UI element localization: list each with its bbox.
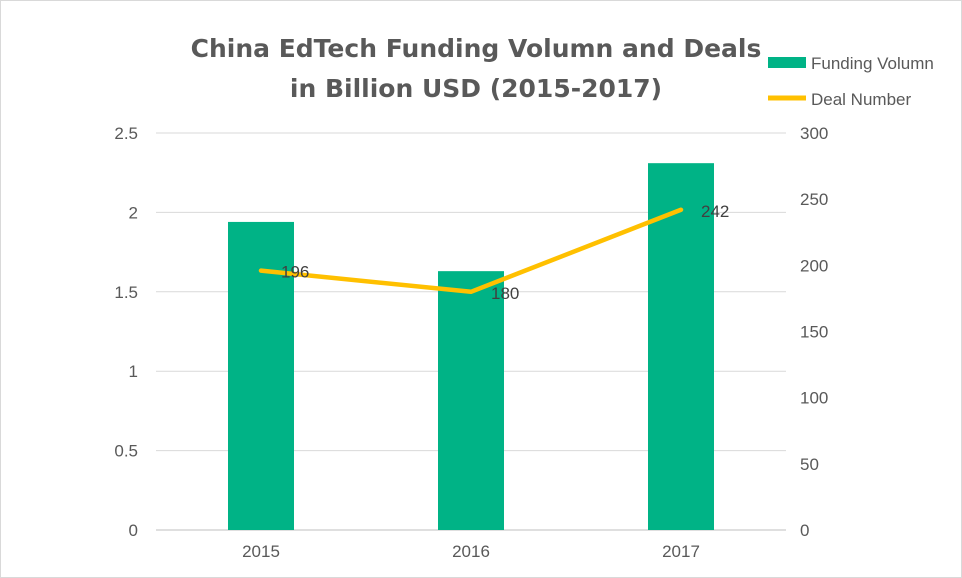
chart-title-line-2: in Billion USD (2015-2017) — [290, 74, 662, 103]
deal-data-label-2016: 180 — [491, 284, 519, 303]
left-axis-tick-label: 1 — [129, 362, 138, 381]
right-axis-tick-label: 250 — [800, 190, 828, 209]
funding-bar-2017 — [648, 163, 714, 530]
right-axis-tick-label: 150 — [800, 323, 828, 342]
deal-number-line — [258, 207, 684, 295]
legend-label-funding: Funding Volumn — [811, 54, 934, 73]
right-axis-tick-label: 0 — [800, 521, 809, 540]
funding-bar-2016 — [438, 271, 504, 530]
legend: Funding Volumn Deal Number — [768, 54, 934, 109]
left-axis-tick-label: 0 — [129, 521, 138, 540]
left-axis-tick-label: 2 — [129, 203, 138, 222]
left-axis-ticks: 0 0.5 1 1.5 2 2.5 — [114, 124, 138, 540]
deal-data-labels: 196 180 242 — [281, 202, 729, 303]
left-axis-tick-label: 1.5 — [114, 283, 138, 302]
right-axis-tick-label: 200 — [800, 256, 828, 275]
legend-label-deals: Deal Number — [811, 90, 911, 109]
x-axis-tick-label: 2015 — [242, 542, 280, 561]
right-axis-ticks: 0 50 100 150 200 250 300 — [800, 124, 828, 540]
left-axis-tick-label: 0.5 — [114, 442, 138, 461]
deal-line — [258, 207, 684, 295]
x-axis-tick-label: 2016 — [452, 542, 490, 561]
right-axis-tick-label: 50 — [800, 455, 819, 474]
x-axis-ticks: 2015 2016 2017 — [242, 542, 700, 561]
chart-title-line-1: China EdTech Funding Volumn and Deals — [191, 34, 762, 63]
funding-bars — [228, 163, 714, 531]
right-axis-tick-label: 100 — [800, 389, 828, 408]
legend-swatch-funding — [768, 57, 806, 68]
x-axis-tick-label: 2017 — [662, 542, 700, 561]
left-axis-tick-label: 2.5 — [114, 124, 138, 143]
right-axis-tick-label: 300 — [800, 124, 828, 143]
deal-data-label-2015: 196 — [281, 263, 309, 282]
chart-title: China EdTech Funding Volumn and Deals in… — [191, 34, 762, 103]
deal-data-label-2017: 242 — [701, 202, 729, 221]
